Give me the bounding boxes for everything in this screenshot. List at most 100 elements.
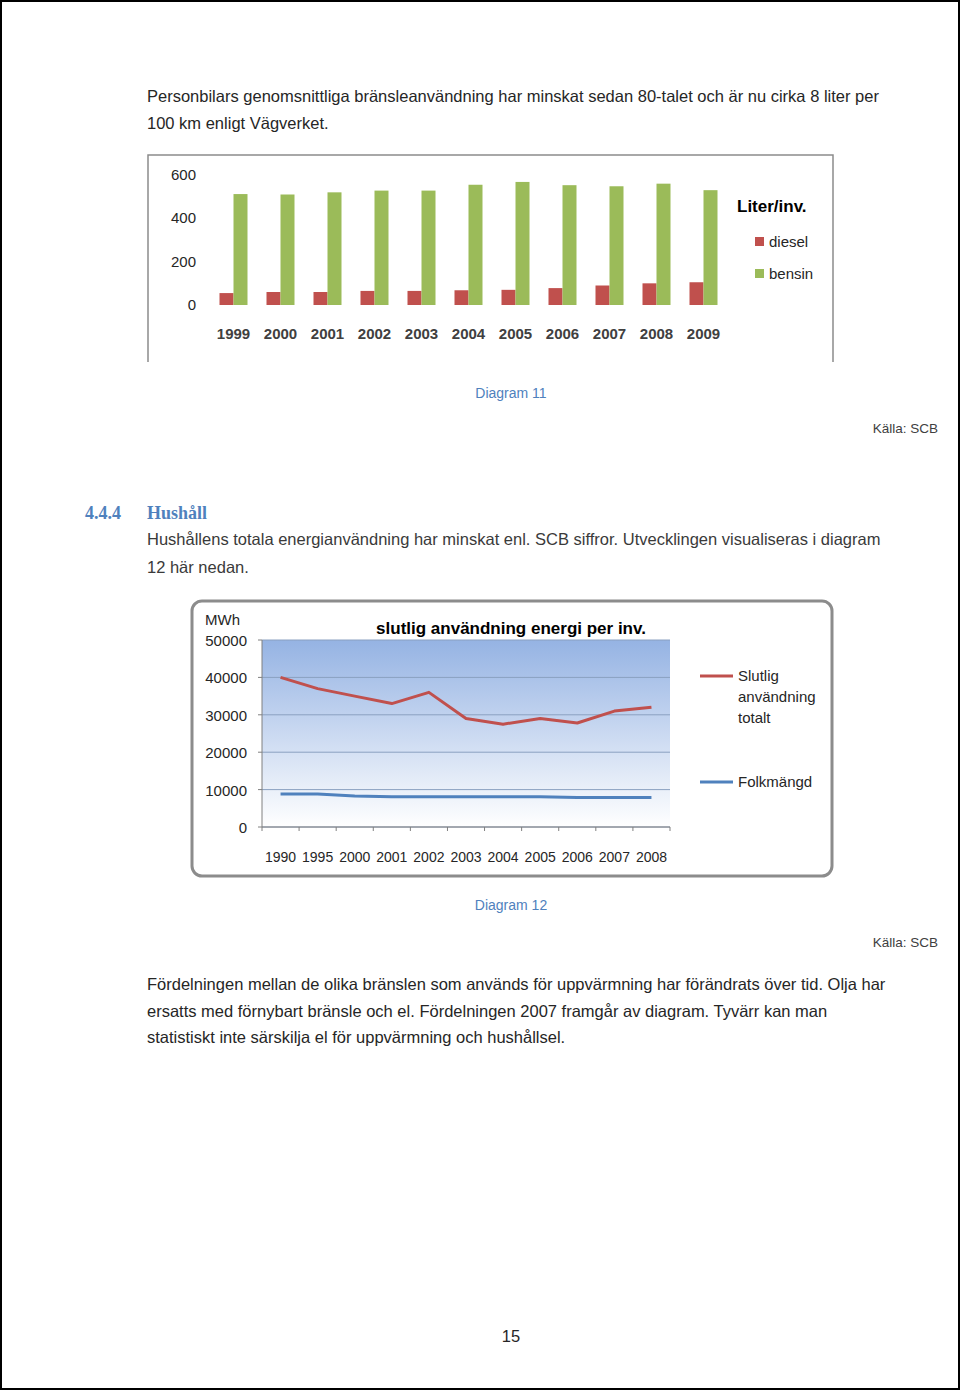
- lines: [281, 677, 652, 797]
- y-tick-label: 40000: [205, 669, 247, 686]
- closing-line: statistiskt inte särskilja el för uppvär…: [147, 1028, 565, 1046]
- bar: [610, 186, 624, 305]
- grid-line: [262, 827, 670, 828]
- x-tick-label: 2007: [599, 849, 630, 865]
- x-tick-label: 2004: [488, 849, 519, 865]
- legend-label-line: totalt: [738, 709, 771, 726]
- bar: [234, 194, 248, 305]
- legend-label-line: Slutlig: [738, 667, 779, 684]
- bar: [657, 184, 671, 305]
- x-tick-label: 2005: [499, 325, 532, 342]
- bar: [455, 290, 469, 305]
- y-tick-label: 400: [171, 209, 196, 226]
- bar: [281, 195, 295, 306]
- x-tick: [632, 827, 633, 831]
- legend-swatch: [755, 269, 764, 278]
- y-tick-label: 10000: [205, 782, 247, 799]
- grid-line: [262, 640, 670, 641]
- x-tick: [484, 827, 485, 831]
- caption: Diagram 12: [475, 897, 548, 913]
- x-tick-label: 2003: [450, 849, 481, 865]
- y-tick: [258, 827, 262, 828]
- y-tick: [206, 218, 210, 219]
- y-tick: [258, 677, 262, 678]
- y-tick: [258, 640, 262, 641]
- bar: [469, 185, 483, 305]
- x-tick: [447, 827, 448, 831]
- legend-label-line: användning: [738, 688, 816, 705]
- y-tick-label: 20000: [205, 744, 247, 761]
- y-tick: [258, 789, 262, 790]
- page-border: [1, 1, 959, 1389]
- x-tick-label: 2000: [264, 325, 297, 342]
- x-tick-label: 2002: [358, 325, 391, 342]
- bar: [643, 283, 657, 305]
- heading-number: 4.4.4: [85, 503, 121, 523]
- bar: [220, 293, 234, 305]
- section-line: 12 här nedan.: [147, 558, 249, 576]
- x-tick: [521, 827, 522, 831]
- chart-title: slutlig användning energi per inv.: [376, 619, 646, 638]
- x-tick: [373, 827, 374, 831]
- series-line: [281, 794, 652, 797]
- source: Källa: SCB: [873, 421, 938, 436]
- y-tick-label: 600: [171, 166, 196, 183]
- heading-title: Hushåll: [147, 503, 207, 523]
- intro-line: 100 km enligt Vägverket.: [147, 114, 329, 132]
- y-tick-label: 0: [239, 819, 247, 836]
- x-tick: [410, 827, 411, 831]
- intro-line: Personbilars genomsnittliga bränsleanvän…: [147, 87, 879, 105]
- x-tick-label: 2001: [376, 849, 407, 865]
- chart-frame: [192, 601, 832, 876]
- closing-line: Fördelningen mellan de olika bränslen so…: [147, 975, 886, 993]
- x-axis: [262, 827, 670, 828]
- bar: [408, 291, 422, 305]
- x-tick: [299, 827, 300, 831]
- legend-swatch: [755, 237, 764, 246]
- legend-swatch: [700, 781, 733, 784]
- y-tick: [258, 752, 262, 753]
- x-tick-label: 2001: [311, 325, 344, 342]
- x-tick: [262, 827, 263, 831]
- legend-label: diesel: [769, 233, 808, 250]
- x-tick-label: 2007: [593, 325, 626, 342]
- x-tick-label: 2008: [636, 849, 667, 865]
- x-tick-label: 2000: [339, 849, 370, 865]
- y-tick: [206, 261, 210, 262]
- section-line: Hushållens totala energianvändning har m…: [147, 530, 880, 548]
- y-tick: [206, 175, 210, 176]
- chart-bar: 0200400600199920002001200220032004200520…: [148, 155, 833, 362]
- series-line: [281, 677, 652, 724]
- grid-line: [262, 752, 670, 753]
- y-tick-label: 200: [171, 253, 196, 270]
- x-tick-label: 1995: [302, 849, 333, 865]
- x-tick-label: 2003: [405, 325, 438, 342]
- y-tick-label: 30000: [205, 707, 247, 724]
- grid-line: [262, 789, 670, 790]
- x-tick: [558, 827, 559, 831]
- bar: [596, 286, 610, 306]
- page-number: 15: [502, 1327, 520, 1345]
- x-tick-label: 2004: [452, 325, 486, 342]
- closing-line: ersatts med förnybart bränsle och el. Fö…: [147, 1002, 827, 1020]
- bar: [267, 292, 281, 305]
- x-tick-label: 1999: [217, 325, 250, 342]
- y-axis-label: MWh: [205, 611, 240, 628]
- source: Källa: SCB: [873, 935, 938, 950]
- y-tick: [258, 714, 262, 715]
- bar: [563, 185, 577, 305]
- y-axis: [262, 640, 263, 827]
- x-tick: [670, 827, 671, 831]
- x-tick-label: 2006: [562, 849, 593, 865]
- x-tick: [595, 827, 596, 831]
- grid-line: [262, 714, 670, 715]
- x-tick-label: 2002: [413, 849, 444, 865]
- bar: [422, 191, 436, 305]
- bar: [361, 291, 375, 305]
- x-tick-label: 2008: [640, 325, 673, 342]
- bar: [549, 288, 563, 305]
- chart-line: 0100002000030000400005000019901995200020…: [192, 601, 832, 876]
- y-tick-label: 50000: [205, 632, 247, 649]
- chart-title: Liter/inv.: [737, 197, 807, 216]
- chart-frame: [148, 155, 833, 362]
